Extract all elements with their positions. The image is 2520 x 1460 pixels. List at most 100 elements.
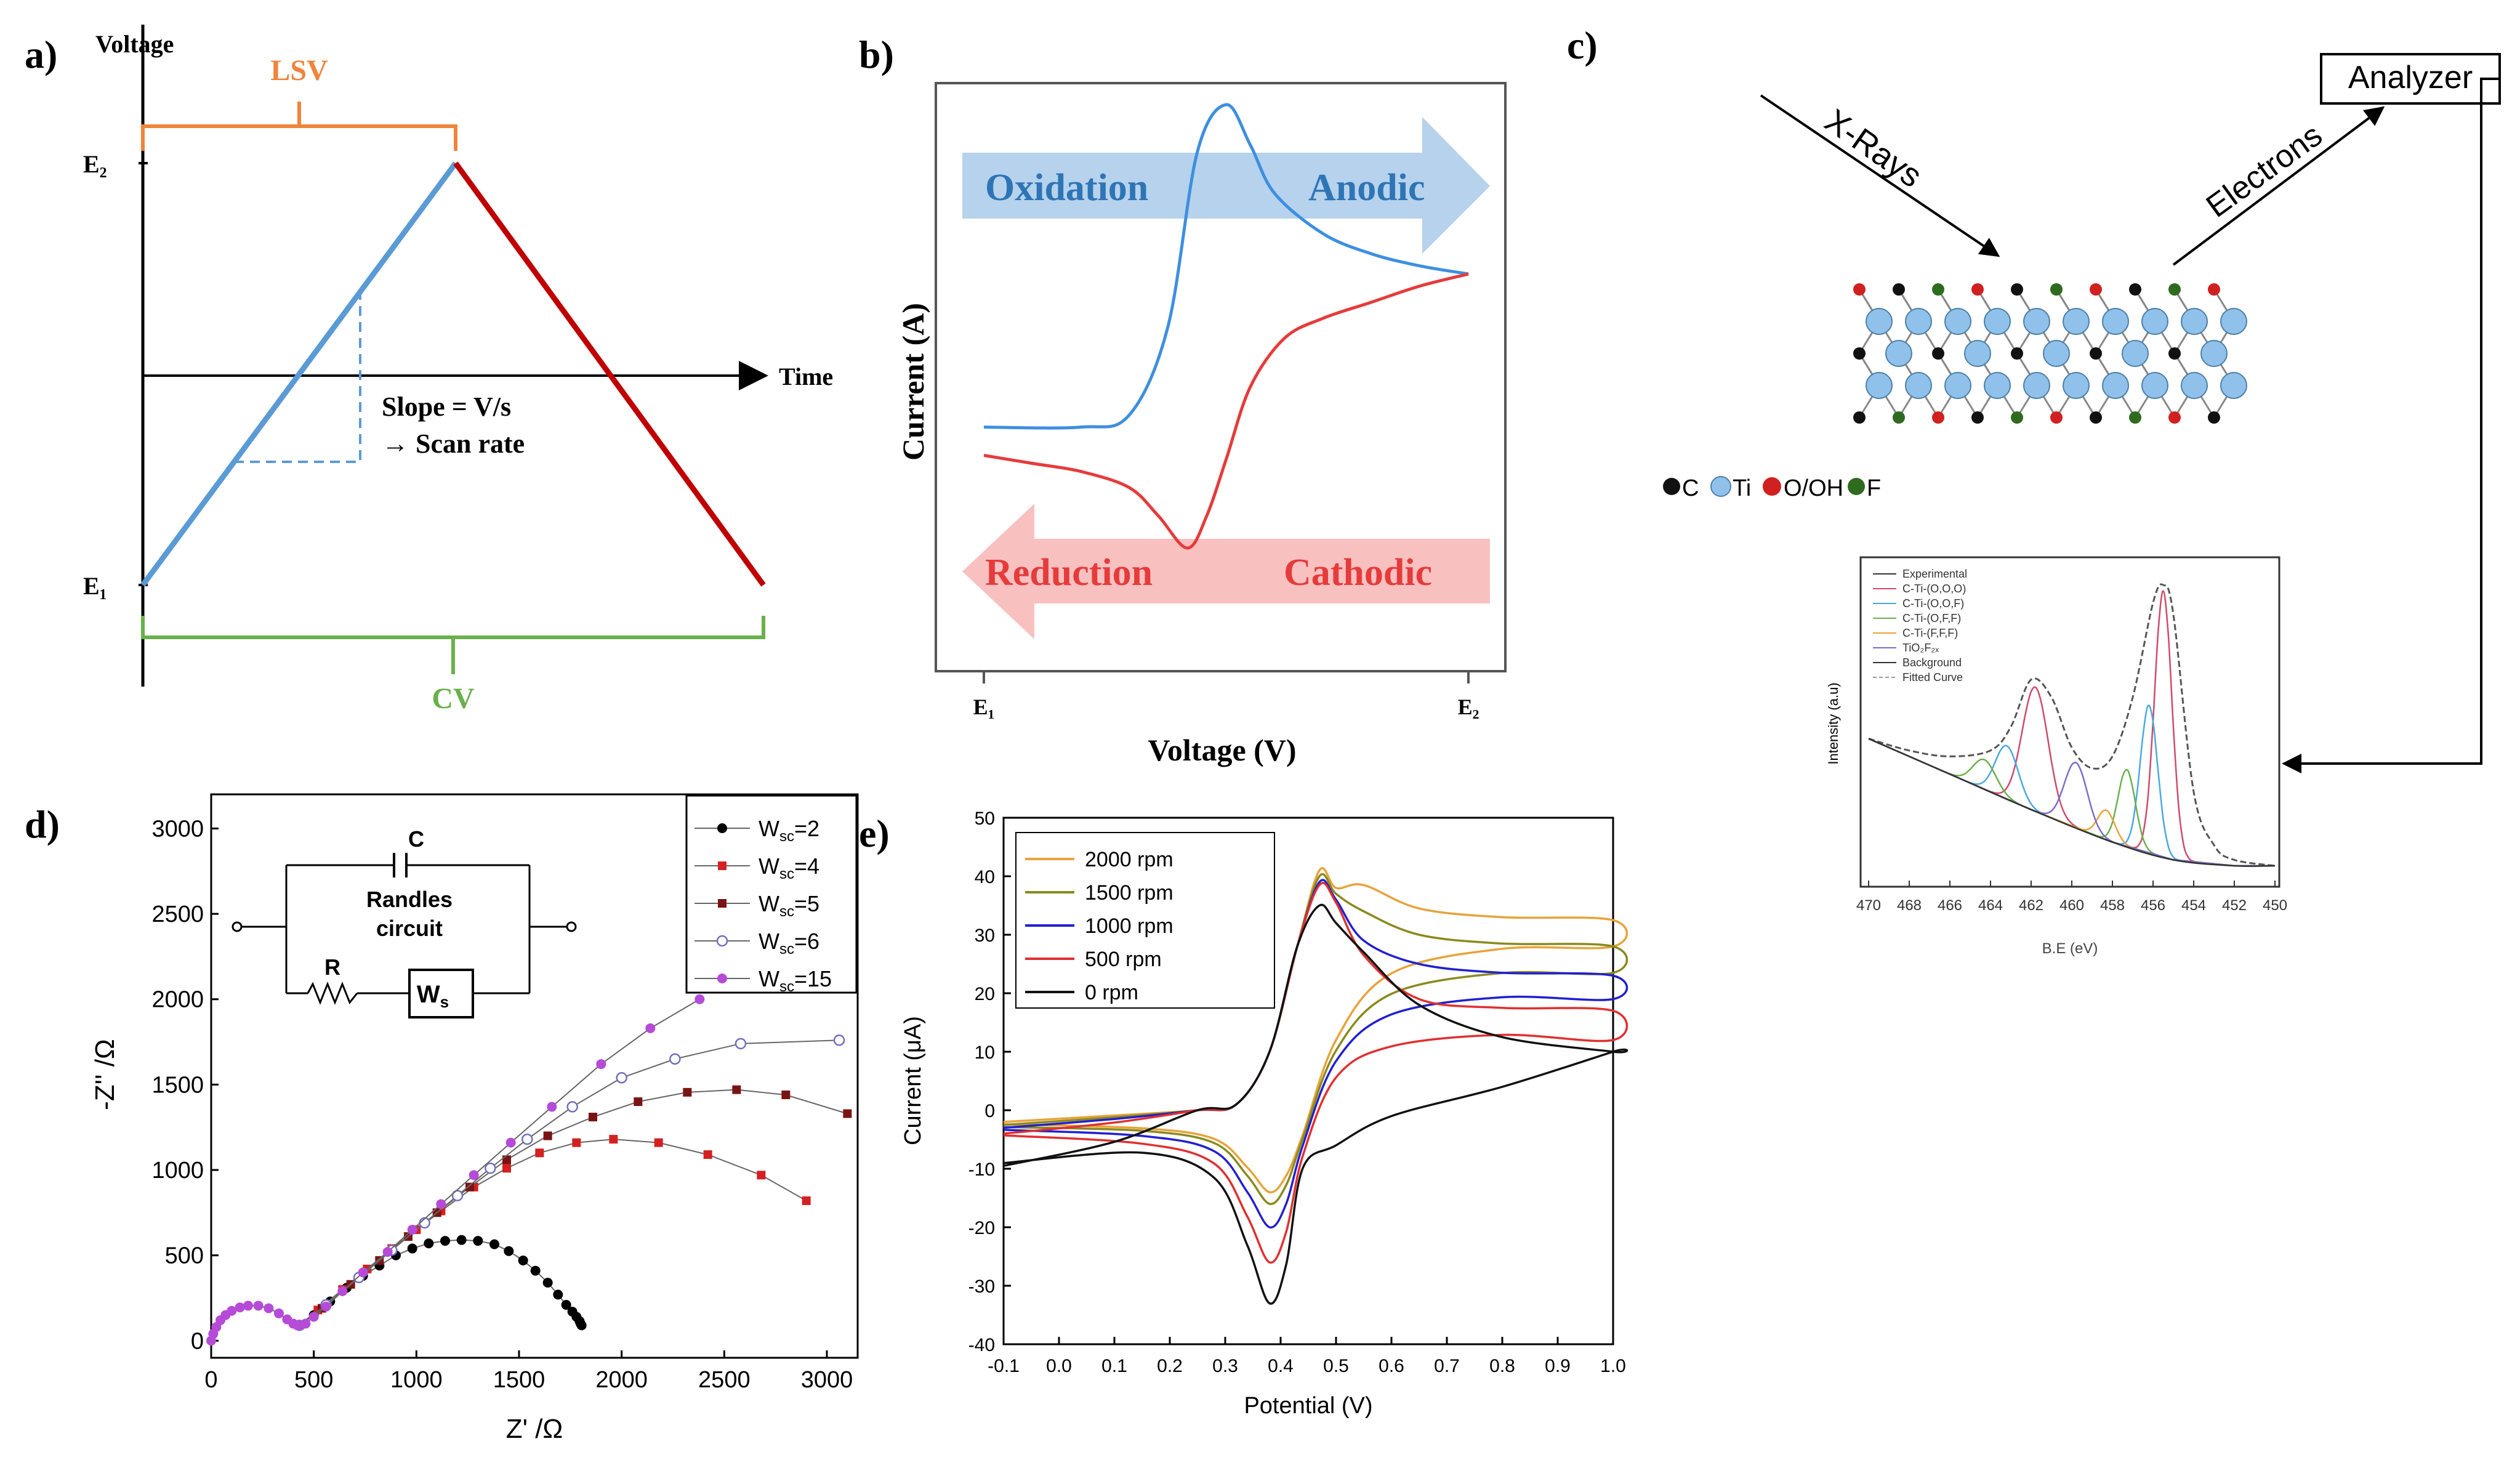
d-circuit-title-2: circuit xyxy=(376,916,443,941)
b-cathodic-curve xyxy=(983,272,1469,550)
d-point xyxy=(502,1164,511,1173)
e-legend-label: 1500 rpm xyxy=(1085,881,1173,905)
e-y-tick-label: 30 xyxy=(975,926,995,946)
a-lsv-label: LSV xyxy=(270,54,328,87)
c-legend-c-atom xyxy=(1663,478,1680,495)
d-y-tick-label: 0 xyxy=(191,1328,204,1354)
a-cv-bracket xyxy=(141,616,765,674)
d-series-line xyxy=(299,1039,840,1326)
c-inset-tick-label: 470 xyxy=(1856,897,1881,914)
d-point xyxy=(321,1301,331,1312)
d-point xyxy=(654,1138,663,1147)
c-inset-tick-label: 458 xyxy=(2100,897,2125,914)
d-x-tick-label: 0 xyxy=(204,1367,217,1393)
c-inset-legend-label: C-Ti-(O,F,F) xyxy=(1902,612,1961,624)
c-inset-legend-label: Background xyxy=(1902,656,1962,669)
d-point xyxy=(530,1265,541,1276)
d-point xyxy=(502,1155,511,1164)
a-lsv-bracket xyxy=(141,102,457,151)
d-x-tick-label: 1000 xyxy=(390,1367,443,1393)
c-inset-tick-label: 452 xyxy=(2222,897,2247,914)
c-lattice-atom xyxy=(2043,340,2070,367)
c-lattice-atom xyxy=(2200,340,2228,367)
d-point xyxy=(843,1109,852,1118)
c-electrons-arrow xyxy=(2172,106,2385,266)
e-y-tick-label: 10 xyxy=(975,1043,995,1063)
c-lattice-atom xyxy=(1893,283,1905,296)
c-inset-tick-label: 464 xyxy=(1978,897,2003,914)
e-x-tick-label: 0.2 xyxy=(1157,1356,1183,1376)
a-reverse-sweep-line xyxy=(453,161,766,587)
a-cv-label: CV xyxy=(432,682,475,715)
c-lattice-atom xyxy=(2102,308,2129,335)
d-point xyxy=(572,1138,581,1147)
e-xlabel: Potential (V) xyxy=(1244,1393,1372,1419)
d-series xyxy=(206,994,852,1346)
c-lattice-atom xyxy=(1932,283,1944,296)
b-plot-frame xyxy=(935,82,1507,672)
c-lattice-atom xyxy=(2220,308,2247,335)
e-x-tick-label: 0.0 xyxy=(1046,1356,1072,1376)
b-xlabel: Voltage (V) xyxy=(1148,733,1296,767)
c-legend-o-atom xyxy=(1763,477,1781,496)
e-y-tick-label: -40 xyxy=(968,1335,995,1355)
panel-label-d: d) xyxy=(25,802,60,846)
c-lattice-atom xyxy=(2141,372,2168,399)
c-lattice-atom xyxy=(1971,411,1984,424)
e-series-curve xyxy=(1003,903,1628,1305)
d-point xyxy=(436,1199,446,1209)
e-legend-label: 0 rpm xyxy=(1085,981,1138,1004)
a-slope-text: Slope = V/s xyxy=(382,392,511,422)
e-y-tick-label: 0 xyxy=(984,1101,995,1121)
panel-d-nyquist-plot: d) 0 500 1000 1500 2000 2500 3000 0 500 1000 1500 2… xyxy=(25,793,859,1444)
d-resistor xyxy=(307,981,358,1006)
d-y-tick-label: 2000 xyxy=(151,987,204,1013)
d-plot-frame xyxy=(210,793,859,1359)
panel-e-rde-voltammograms: e) -0.1 0.0 0.1 0.2 0.3 0.4 0.5 0.6 0.7 0.8 0.9 1.0… xyxy=(859,809,1628,1419)
d-point xyxy=(757,1171,766,1180)
d-point xyxy=(535,1148,544,1158)
c-electrons-label: Electrons xyxy=(2200,117,2329,224)
b-tick-label-e2: E₂ xyxy=(1458,695,1479,719)
d-legend-label: Wsc=6 xyxy=(759,929,819,958)
d-x-tick-label: 500 xyxy=(294,1367,333,1393)
d-series-line xyxy=(299,1139,807,1326)
e-x-tick-label: 0.3 xyxy=(1212,1356,1238,1376)
b-oxidation-arrow xyxy=(962,117,1490,254)
e-y-tick-label: -10 xyxy=(968,1160,995,1180)
a-tick-label-e1: E₁ xyxy=(83,572,107,600)
d-warburg-box xyxy=(408,969,474,1018)
c-xps-inset: Intensity (a.u) B.E (eV) 470 468 466 464 462… xyxy=(1826,556,2287,957)
c-inset-background xyxy=(1868,738,2276,867)
c-inset-legend-label: Experimental xyxy=(1902,568,1967,580)
e-legend-box xyxy=(1015,832,1275,1009)
d-x-tick-label: 3000 xyxy=(801,1367,853,1393)
e-x-tick-label: 0.8 xyxy=(1489,1356,1515,1376)
c-lattice-atom xyxy=(1853,411,1866,424)
c-lattice-atom xyxy=(2023,372,2050,399)
d-xlabel: Z' /Ω xyxy=(506,1414,563,1444)
d-circuit-wires xyxy=(241,864,567,994)
c-lattice-atom xyxy=(1905,372,1932,399)
c-lattice-atom xyxy=(2208,411,2220,424)
c-legend-ti-atom xyxy=(1710,476,1731,497)
c-lattice-atom xyxy=(2050,283,2063,296)
c-lattice-atom xyxy=(2063,308,2090,335)
c-lattice-atom xyxy=(1853,283,1866,296)
e-x-tick-label: 0.6 xyxy=(1379,1356,1404,1376)
c-inset-legend: Experimental C-Ti-(O,O,O) C-Ti-(O,O,F) C-Ti… xyxy=(1873,568,1967,684)
e-y-tick-label: -30 xyxy=(968,1276,995,1297)
d-point xyxy=(561,1300,571,1310)
e-x-tick-label: 0.7 xyxy=(1434,1356,1460,1376)
d-axes: 0 500 1000 1500 2000 2500 3000 0 500 1000 1500 2000… xyxy=(151,816,853,1393)
d-point xyxy=(553,1289,563,1300)
b-reduction-arrow xyxy=(962,504,1490,639)
d-point xyxy=(505,1137,516,1148)
b-tick-label-e1: E₁ xyxy=(973,695,995,719)
panel-label-e: e) xyxy=(859,812,890,855)
c-legend-f-label: F xyxy=(1867,475,1881,501)
d-point xyxy=(235,1302,245,1313)
e-x-tick-label: -0.1 xyxy=(988,1356,1020,1376)
d-warburg-label: Ws xyxy=(417,981,449,1011)
